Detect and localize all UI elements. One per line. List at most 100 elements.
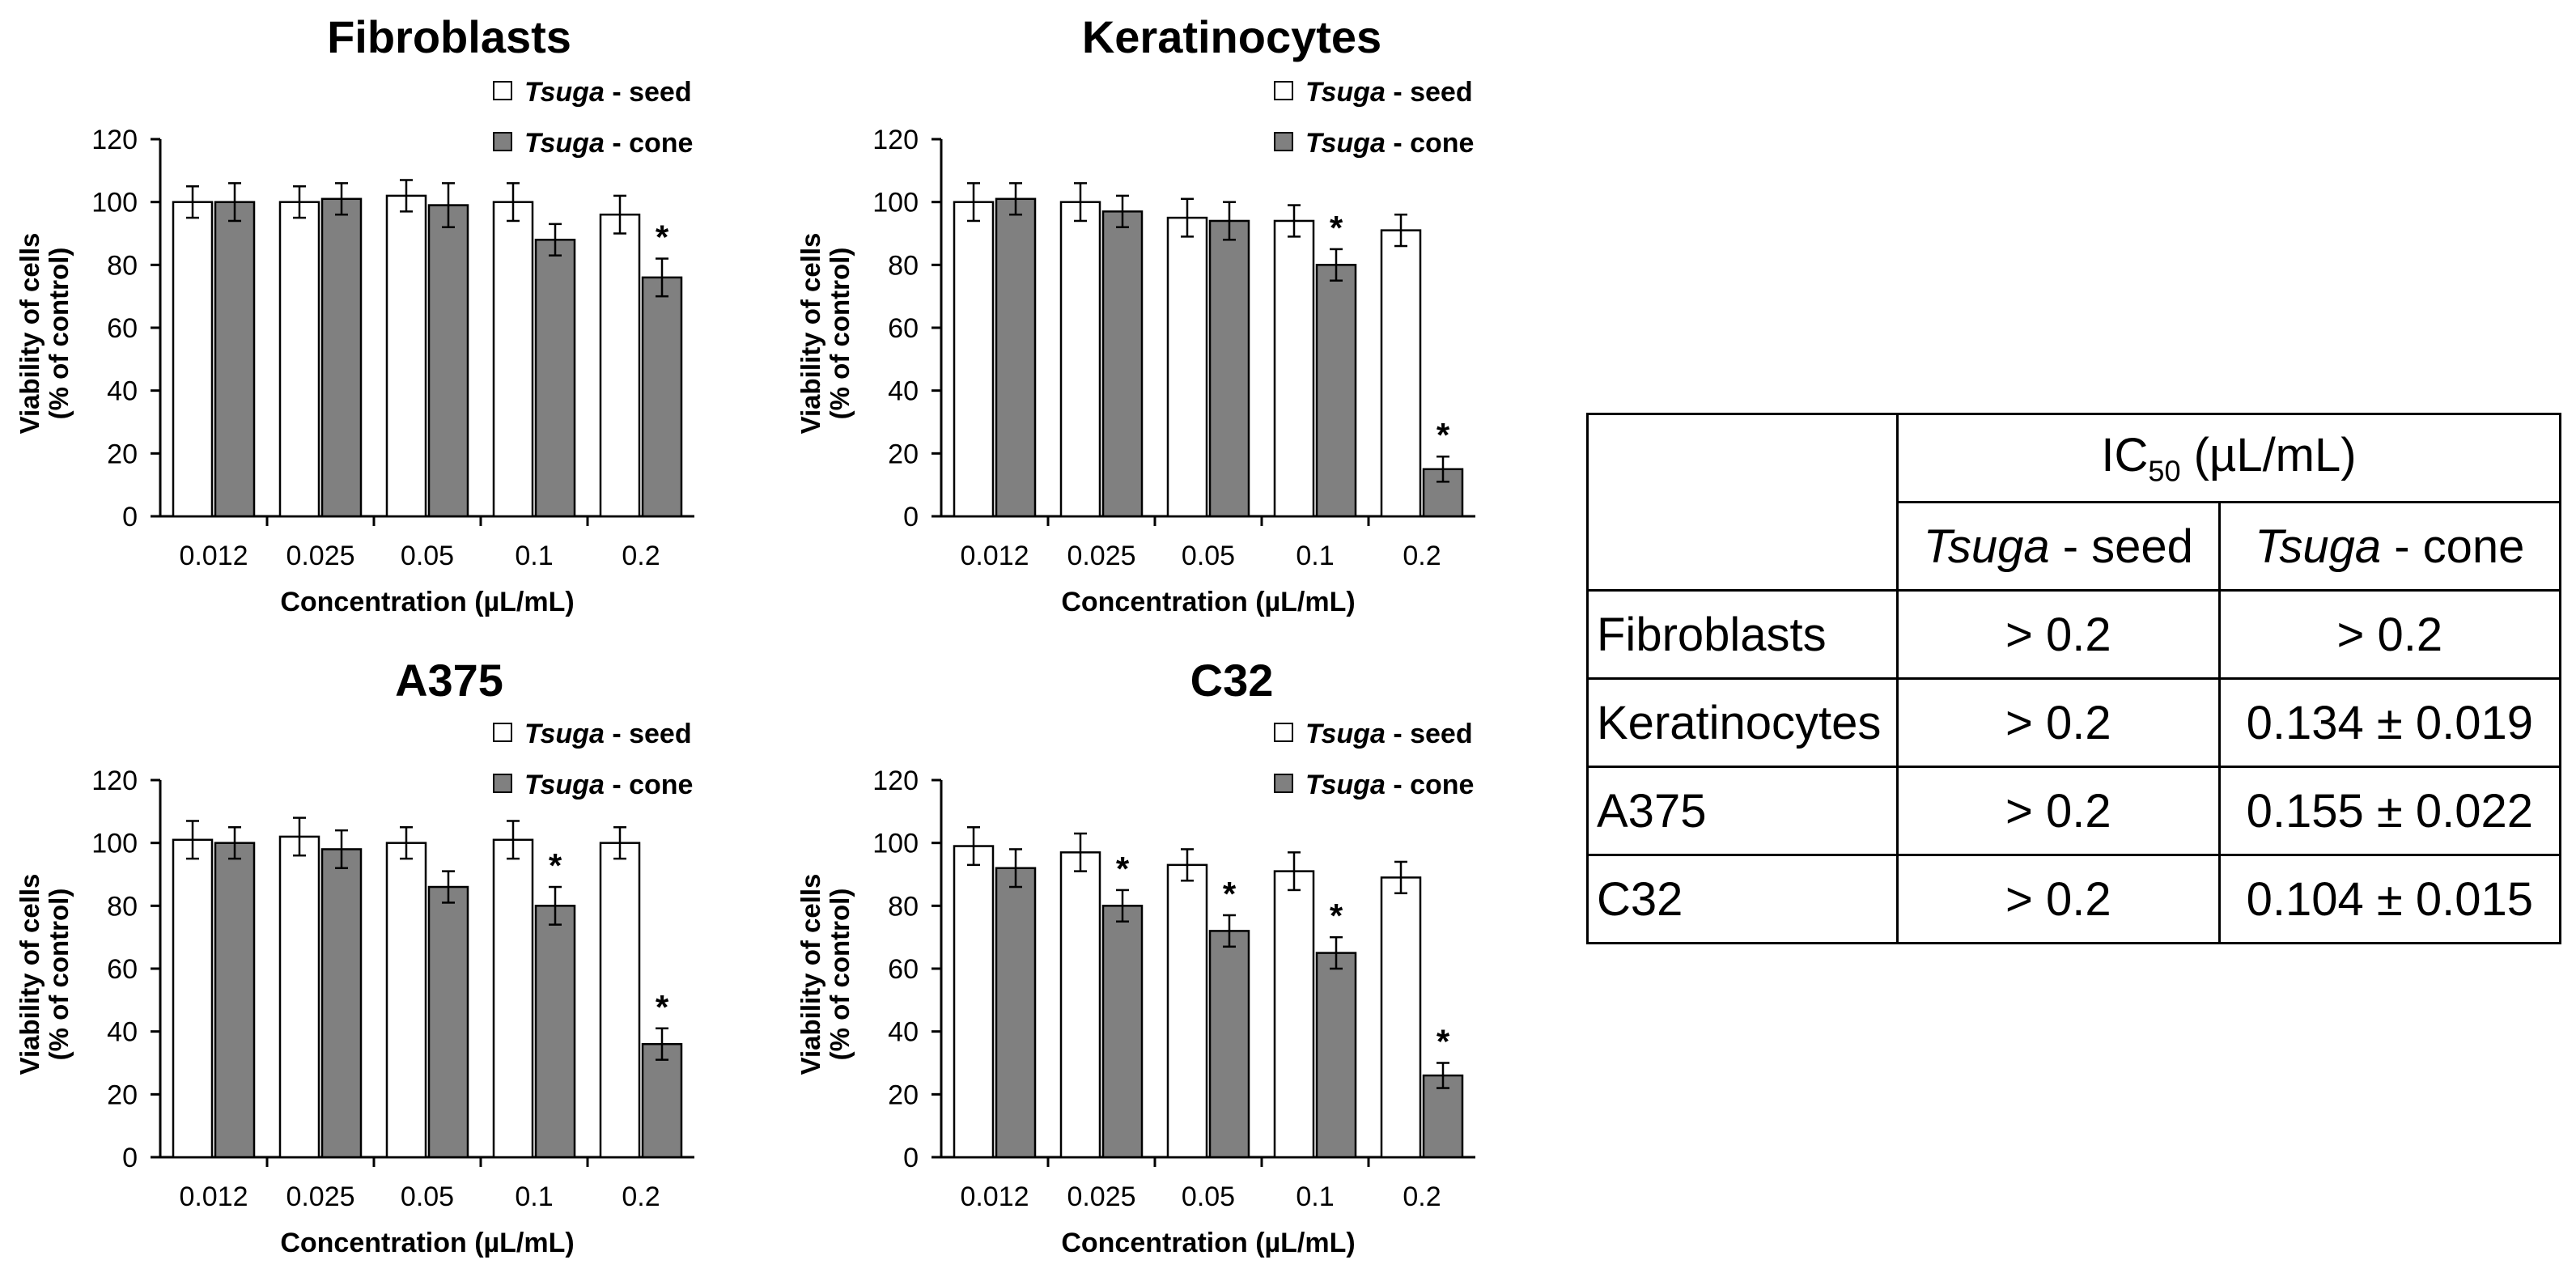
significance-star: * [1223, 875, 1237, 913]
legend-label-italic: Tsuga [1305, 77, 1386, 108]
bar [641, 1042, 683, 1159]
y-tick-label: 100 [872, 188, 919, 218]
chart-panel: C32 0 20 40 60 80 100 120 Viability of cells (% o… [796, 655, 1475, 1258]
bar [599, 842, 641, 1159]
x-tick-label: 0.05 [401, 1181, 454, 1212]
bar [492, 838, 534, 1159]
y-axis-label-units: (% of control) [825, 248, 855, 420]
legend-label: Tsuga - cone [1305, 128, 1474, 159]
legend-swatch [493, 723, 512, 742]
significance-star: * [1437, 1023, 1450, 1061]
legend-label: Tsuga - cone [524, 770, 693, 800]
bar [278, 201, 320, 518]
y-axis-label-units: (% of control) [44, 889, 74, 1061]
y-tick-label: 0 [903, 1143, 919, 1173]
x-tick-label: 0.025 [286, 1181, 354, 1212]
x-tick-label: 0.025 [286, 541, 354, 571]
legend-label-italic: Tsuga [1305, 128, 1386, 159]
y-tick-label: 100 [91, 829, 138, 859]
y-axis-label: Viability of cells [796, 874, 825, 1075]
legend-swatch [1274, 723, 1293, 742]
cone-value-cell: > 0.2 [2217, 589, 2562, 680]
bar [641, 276, 683, 518]
x-tick-label: 0.2 [1403, 541, 1441, 571]
legend-label-italic: Tsuga [1305, 770, 1386, 800]
row-name-cell: A375 [1586, 766, 1899, 856]
y-axis-label: Viability of cells [796, 233, 825, 435]
table-header-row: IC50 (µL/mL) [1586, 413, 2561, 592]
x-axis-label: Concentration (µL/mL) [280, 587, 574, 617]
y-axis-label-units: (% of control) [825, 889, 855, 1061]
y-tick-label: 120 [91, 766, 138, 796]
y-tick-label: 80 [107, 891, 138, 922]
x-tick-label: 0.1 [1296, 1181, 1334, 1212]
bar [1059, 851, 1101, 1159]
bar [1166, 216, 1208, 518]
legend-label-italic: Tsuga [524, 770, 605, 800]
y-tick-label: 120 [91, 125, 138, 155]
y-tick-label: 0 [122, 502, 138, 532]
y-tick-label: 20 [888, 1080, 919, 1110]
y-tick-label: 40 [107, 1017, 138, 1048]
x-tick-label: 0.012 [179, 541, 248, 571]
cone-header-italic: Tsuga [2255, 520, 2382, 573]
bar [1422, 468, 1464, 518]
y-tick-label: 120 [872, 125, 919, 155]
x-tick-label: 0.1 [515, 541, 553, 571]
legend-label: Tsuga - cone [1305, 770, 1474, 800]
bar [1059, 201, 1101, 518]
row-name-cell: Fibroblasts [1586, 589, 1899, 680]
y-tick-label: 80 [888, 250, 919, 281]
significance-star: * [1330, 897, 1343, 935]
legend-label-rest: - cone [1386, 770, 1475, 800]
x-tick-label: 0.012 [960, 1181, 1029, 1212]
bar [1101, 905, 1144, 1159]
y-tick-label: 100 [91, 188, 138, 218]
y-tick-label: 40 [888, 376, 919, 407]
x-tick-label: 0.025 [1067, 1181, 1135, 1212]
significance-star: * [549, 846, 562, 884]
cone-header-rest: - cone [2381, 520, 2525, 573]
y-tick-label: 40 [888, 1017, 919, 1048]
bar [320, 197, 363, 518]
seed-value-cell: > 0.2 [1896, 677, 2221, 768]
x-tick-label: 0.2 [1403, 1181, 1441, 1212]
legend-label: Tsuga - seed [1305, 77, 1473, 108]
x-tick-label: 0.025 [1067, 541, 1135, 571]
seed-value-cell: > 0.2 [1896, 854, 2221, 944]
x-tick-label: 0.05 [1182, 1181, 1235, 1212]
y-tick-label: 60 [888, 313, 919, 344]
chart-title: C32 [1190, 655, 1274, 706]
y-tick-label: 80 [107, 250, 138, 281]
legend-label-rest: - cone [1386, 128, 1475, 159]
bar [427, 204, 469, 518]
x-tick-label: 0.1 [1296, 541, 1334, 571]
bar [214, 201, 256, 518]
cone-column-header: Tsuga - cone [2217, 501, 2562, 592]
bar [1315, 264, 1357, 518]
table-row: A375 > 0.2 0.155 ± 0.022 [1586, 766, 2562, 856]
significance-star: * [656, 988, 669, 1026]
table-row: C32 > 0.2 0.104 ± 0.015 [1586, 854, 2562, 944]
chart-panel: A375 0 20 40 60 80 100 120 Viability of cells (% … [15, 655, 694, 1258]
legend-label-italic: Tsuga [524, 128, 605, 159]
cone-value-cell: 0.134 ± 0.019 [2217, 677, 2562, 768]
bar [995, 197, 1037, 518]
bar [1101, 210, 1144, 518]
cone-value-cell: 0.104 ± 0.015 [2217, 854, 2562, 944]
y-tick-label: 100 [872, 829, 919, 859]
seed-header-rest: - seed [2049, 520, 2193, 573]
table-subheader-row: Tsuga - seed Tsuga - cone [1588, 501, 2562, 592]
bar [953, 845, 995, 1159]
table-corner-cell [1586, 413, 1899, 592]
legend-label-rest: - seed [1386, 77, 1473, 108]
legend-label-italic: Tsuga [1305, 719, 1386, 749]
chart-title: Keratinocytes [1082, 11, 1381, 62]
seed-value-cell: > 0.2 [1896, 589, 2221, 680]
legend-label-italic: Tsuga [524, 719, 605, 749]
significance-star: * [656, 218, 669, 257]
significance-star: * [1330, 209, 1343, 247]
y-axis-label: Viability of cells [15, 874, 45, 1075]
x-tick-label: 0.012 [179, 1181, 248, 1212]
